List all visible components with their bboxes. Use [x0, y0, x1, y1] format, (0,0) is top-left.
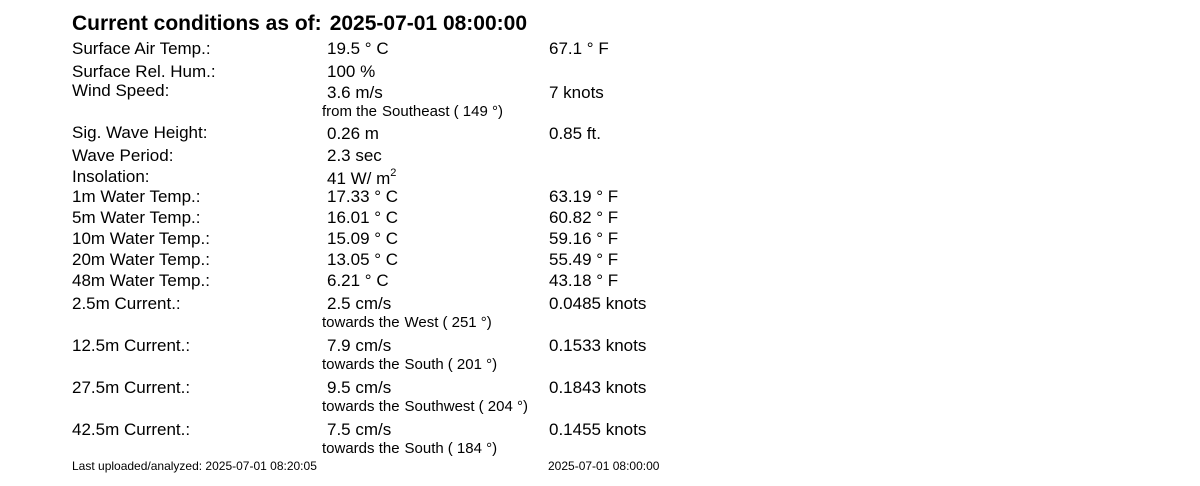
water-temp-label: 20m Water Temp.: [72, 250, 210, 269]
current-speed-knots: 0.0485 knots [549, 294, 647, 313]
current-direction: towards the South( 201 °) [322, 356, 497, 374]
water-temp-f: 63.19 ° F [549, 187, 619, 206]
current-direction: towards the West( 251 °) [322, 314, 492, 332]
wave-height-m: 0.26 m [327, 124, 379, 143]
air-temp-label: Surface Air Temp.: [72, 39, 211, 58]
current-direction: towards the South( 184 °) [322, 440, 497, 458]
water-temp-c: 6.21 ° C [327, 271, 389, 290]
water-temp-label: 10m Water Temp.: [72, 229, 210, 248]
current-speed-cms: 9.5 cm/s [327, 378, 392, 397]
air-temp-c: 19.5 ° C [327, 39, 389, 58]
humidity-value: 100 % [327, 62, 376, 81]
insolation-label: Insolation: [72, 167, 150, 186]
current-direction-degrees: ( 201 °) [447, 356, 498, 373]
current-direction: towards the Southwest( 204 °) [322, 398, 528, 416]
wave-height-ft: 0.85 ft. [549, 124, 601, 143]
current-speed-cms: 7.9 cm/s [327, 336, 392, 355]
current-direction-prefix: towards the [322, 398, 400, 415]
wave-period-label: Wave Period: [72, 146, 174, 165]
wind-direction-name: Southeast [382, 103, 450, 120]
air-temp-f: 67.1 ° F [549, 39, 609, 58]
current-speed-knots: 0.1843 knots [549, 378, 647, 397]
humidity-label: Surface Rel. Hum.: [72, 62, 216, 81]
current-label: 27.5m Current.: [72, 378, 191, 397]
current-speed-knots: 0.1455 knots [549, 420, 647, 439]
water-temp-label: 48m Water Temp.: [72, 271, 210, 290]
current-direction-degrees: ( 184 °) [447, 440, 498, 457]
current-direction-name: South [404, 440, 444, 457]
wind-direction-prefix: from the [322, 103, 378, 120]
current-direction-prefix: towards the [322, 440, 400, 457]
wind-direction-degrees: ( 149 °) [453, 103, 503, 120]
water-temp-f: 43.18 ° F [549, 271, 619, 290]
water-temp-label: 5m Water Temp.: [72, 208, 201, 227]
insolation-number: 41 W/ m [327, 169, 391, 188]
water-temp-c: 17.33 ° C [327, 187, 399, 206]
current-direction-name: West [404, 314, 439, 331]
current-speed-cms: 7.5 cm/s [327, 420, 392, 439]
current-speed-knots: 0.1533 knots [549, 336, 647, 355]
title-timestamp: 2025-07-01 08:00:00 [329, 12, 528, 35]
water-temp-c: 16.01 ° C [327, 208, 399, 227]
wind-speed-ms: 3.6 m/s [327, 83, 383, 102]
current-label: 12.5m Current.: [72, 336, 191, 355]
wind-speed-knots: 7 knots [549, 83, 604, 102]
wave-period-value: 2.3 sec [327, 146, 382, 165]
current-direction-prefix: towards the [322, 356, 400, 373]
insolation-exponent: 2 [390, 167, 397, 180]
water-temp-label: 1m Water Temp.: [72, 187, 201, 206]
current-direction-degrees: ( 204 °) [478, 398, 528, 415]
insolation-value: 41 W/ m2 [327, 167, 397, 189]
water-temp-f: 59.16 ° F [549, 229, 619, 248]
current-direction-degrees: ( 251 °) [442, 314, 492, 331]
current-speed-cms: 2.5 cm/s [327, 294, 392, 313]
footer-timestamp: 2025-07-01 08:00:00 [548, 459, 660, 473]
page-title: Current conditions as of: 2025-07-01 08:0… [72, 12, 527, 36]
water-temp-f: 60.82 ° F [549, 208, 619, 227]
current-label: 42.5m Current.: [72, 420, 191, 439]
wave-height-label: Sig. Wave Height: [72, 123, 208, 142]
title-label: Current conditions as of: [72, 12, 322, 35]
current-direction-name: South [404, 356, 444, 373]
wind-speed-label: Wind Speed: [72, 81, 170, 100]
current-label: 2.5m Current.: [72, 294, 181, 313]
current-direction-prefix: towards the [322, 314, 400, 331]
current-direction-name: Southwest [404, 398, 475, 415]
water-temp-f: 55.49 ° F [549, 250, 619, 269]
water-temp-c: 15.09 ° C [327, 229, 399, 248]
water-temp-c: 13.05 ° C [327, 250, 399, 269]
last-uploaded-note: Last uploaded/analyzed: 2025-07-01 08:20… [72, 459, 317, 473]
wind-direction: from the Southeast( 149 °) [322, 103, 503, 121]
